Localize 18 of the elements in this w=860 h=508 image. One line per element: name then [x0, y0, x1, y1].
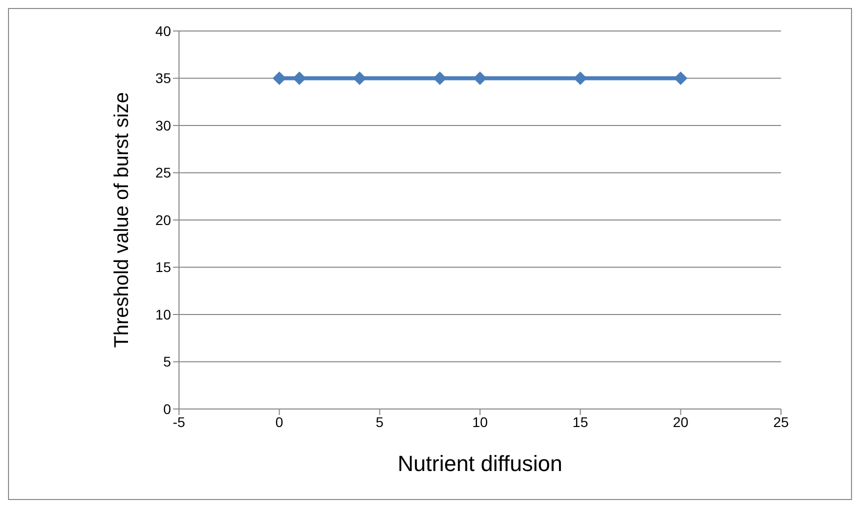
y-tick-label: 0 [163, 400, 172, 417]
x-tick-label: 0 [275, 414, 284, 430]
x-tick-label: -5 [172, 414, 186, 430]
y-tick-label: 25 [155, 164, 172, 181]
y-tick-label: 40 [155, 22, 172, 39]
y-tick-label: 35 [155, 70, 172, 86]
y-tick-label: 30 [155, 117, 172, 134]
y-tick-label: 20 [155, 212, 172, 228]
y-axis-title: Threshold value of burst size [111, 92, 134, 348]
x-tick-label: 25 [773, 414, 789, 430]
x-tick-label: 5 [376, 414, 384, 430]
x-tick-label: 15 [572, 414, 588, 430]
x-tick-label: 10 [472, 414, 488, 430]
x-axis-title: Nutrient diffusion [398, 451, 562, 476]
x-tick-label: 20 [672, 414, 689, 430]
y-tick-label: 10 [155, 306, 172, 322]
y-tick-label: 15 [155, 259, 172, 276]
y-tick-label: 5 [163, 354, 172, 370]
